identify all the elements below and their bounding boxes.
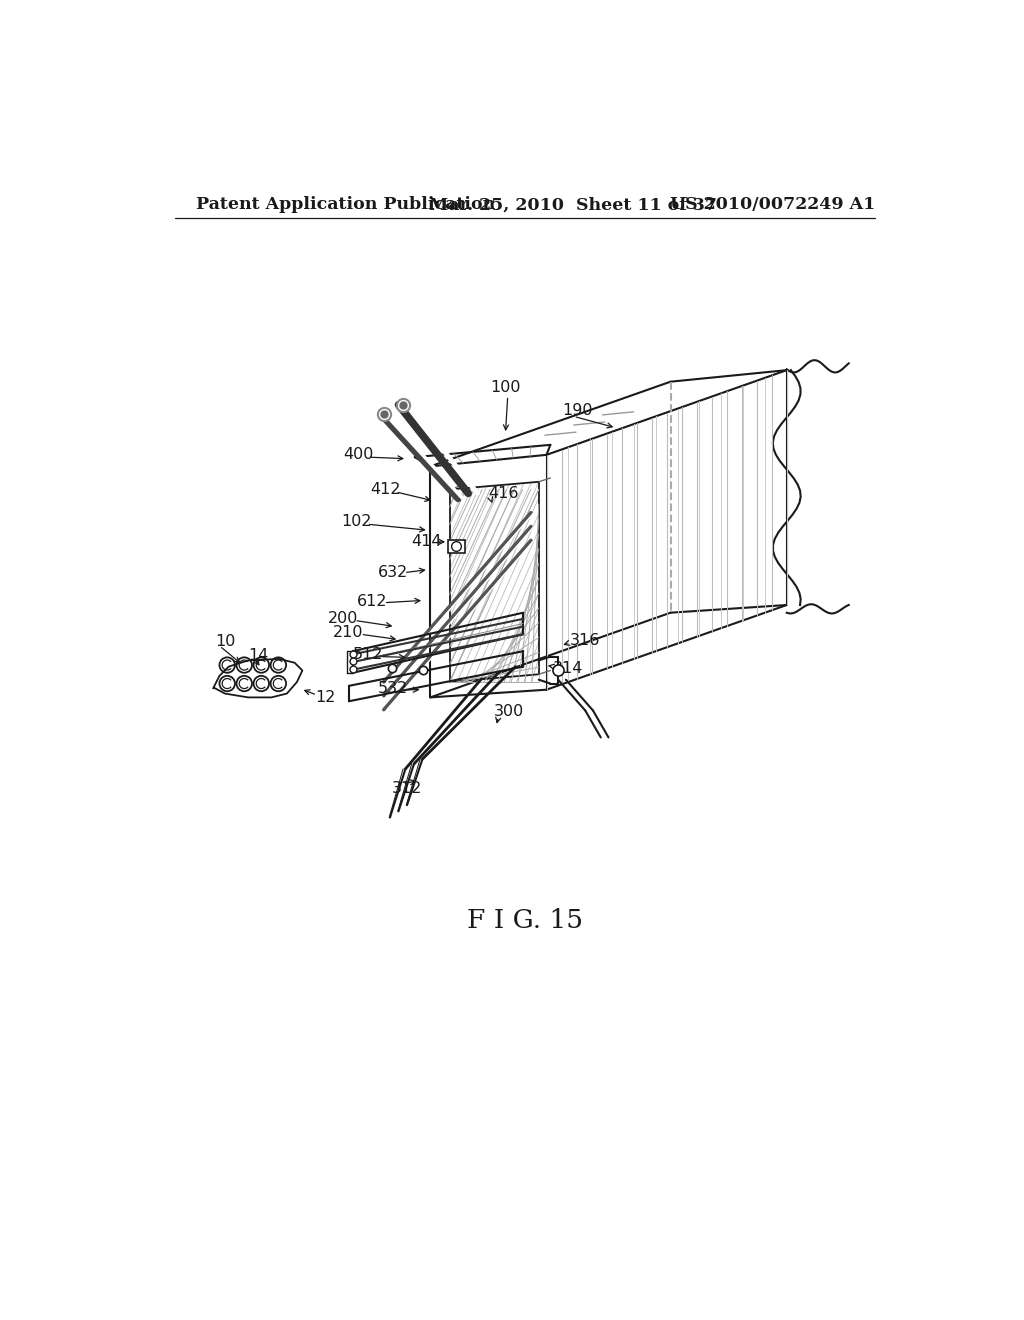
Text: 632: 632 (378, 565, 408, 581)
Text: 100: 100 (490, 380, 521, 396)
Text: F I G. 15: F I G. 15 (467, 908, 583, 933)
Text: 210: 210 (334, 626, 364, 640)
Text: 12: 12 (315, 690, 336, 705)
Text: 14: 14 (248, 648, 268, 663)
FancyBboxPatch shape (449, 540, 465, 553)
Text: 102: 102 (341, 515, 372, 529)
Text: 200: 200 (328, 611, 358, 626)
Text: 414: 414 (411, 535, 441, 549)
Text: 400: 400 (343, 447, 374, 462)
Text: 316: 316 (569, 632, 600, 648)
Text: US 2010/0072249 A1: US 2010/0072249 A1 (671, 197, 876, 213)
Text: 314: 314 (553, 660, 583, 676)
Text: 312: 312 (391, 780, 422, 796)
Text: Mar. 25, 2010  Sheet 11 of 37: Mar. 25, 2010 Sheet 11 of 37 (429, 197, 717, 213)
Text: 412: 412 (370, 482, 400, 498)
Text: 300: 300 (494, 704, 524, 719)
Text: 512: 512 (352, 647, 383, 661)
Text: Patent Application Publication: Patent Application Publication (197, 197, 496, 213)
Text: 612: 612 (356, 594, 387, 610)
Text: 532: 532 (378, 681, 408, 696)
Text: 10: 10 (215, 635, 236, 649)
Text: 190: 190 (562, 404, 593, 418)
Text: 416: 416 (488, 486, 519, 500)
